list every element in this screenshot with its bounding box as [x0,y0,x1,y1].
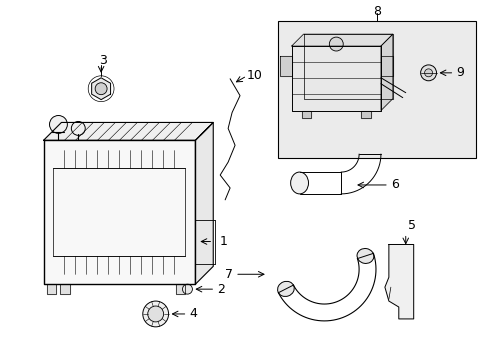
Text: 2: 2 [217,283,224,296]
Polygon shape [279,56,291,76]
Text: 10: 10 [246,69,263,82]
Circle shape [49,116,67,133]
Polygon shape [195,122,213,284]
Polygon shape [175,284,185,294]
Circle shape [147,306,163,322]
Text: 3: 3 [99,54,107,67]
Polygon shape [380,56,392,76]
Ellipse shape [290,172,308,194]
Ellipse shape [277,281,294,297]
Polygon shape [360,111,370,118]
Polygon shape [43,140,195,284]
Circle shape [142,301,168,327]
Polygon shape [380,34,392,111]
Polygon shape [301,111,311,118]
Circle shape [182,284,192,294]
Text: 1: 1 [219,235,226,248]
Polygon shape [43,122,213,140]
Circle shape [424,69,432,77]
Bar [277,21,475,158]
Text: 6: 6 [390,179,398,192]
Ellipse shape [356,248,373,264]
Polygon shape [61,284,70,294]
Text: 4: 4 [189,307,197,320]
Polygon shape [384,244,413,319]
Text: 8: 8 [372,5,380,18]
Polygon shape [291,34,392,46]
Text: 7: 7 [224,268,233,281]
Polygon shape [91,78,110,100]
Circle shape [71,121,85,135]
Circle shape [420,65,436,81]
Circle shape [328,37,343,51]
Polygon shape [291,46,380,111]
Circle shape [95,83,107,95]
Polygon shape [303,34,392,99]
Polygon shape [46,284,56,294]
Text: 5: 5 [407,219,415,231]
Text: 9: 9 [455,66,463,79]
